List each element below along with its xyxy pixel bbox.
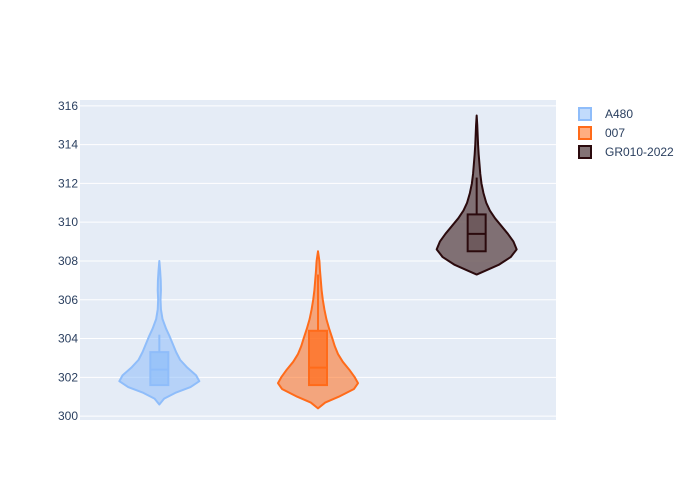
legend-label: GR010-2022	[605, 145, 674, 159]
legend-swatch	[578, 126, 592, 140]
y-tick-label: 312	[58, 176, 78, 190]
y-tick-label: 308	[58, 254, 78, 268]
violin-body	[118, 259, 201, 406]
legend-label: 007	[605, 126, 625, 140]
y-axis: 300 302 304 306 308 310 312 314 316	[58, 99, 78, 423]
y-tick-label: 302	[58, 370, 78, 384]
violin-007[interactable]	[277, 250, 359, 410]
box	[308, 329, 328, 387]
violin-a480[interactable]	[118, 259, 201, 406]
legend-item[interactable]: GR010-2022	[578, 145, 674, 159]
violins	[118, 114, 518, 410]
violin-gr010-2022[interactable]	[435, 114, 518, 276]
y-tick-label: 314	[58, 138, 78, 152]
legend-label: A480	[605, 107, 633, 121]
y-tick-label: 300	[58, 409, 78, 423]
legend-swatch	[578, 145, 592, 159]
y-tick-label: 316	[58, 99, 78, 113]
legend-swatch	[578, 107, 592, 121]
legend-item[interactable]: 007	[578, 126, 625, 140]
legend-item[interactable]: A480	[578, 107, 633, 121]
y-tick-label: 304	[58, 332, 78, 346]
y-tick-label: 306	[58, 293, 78, 307]
y-tick-label: 310	[58, 215, 78, 229]
legend[interactable]: A480 007 GR010-2022	[578, 107, 674, 159]
